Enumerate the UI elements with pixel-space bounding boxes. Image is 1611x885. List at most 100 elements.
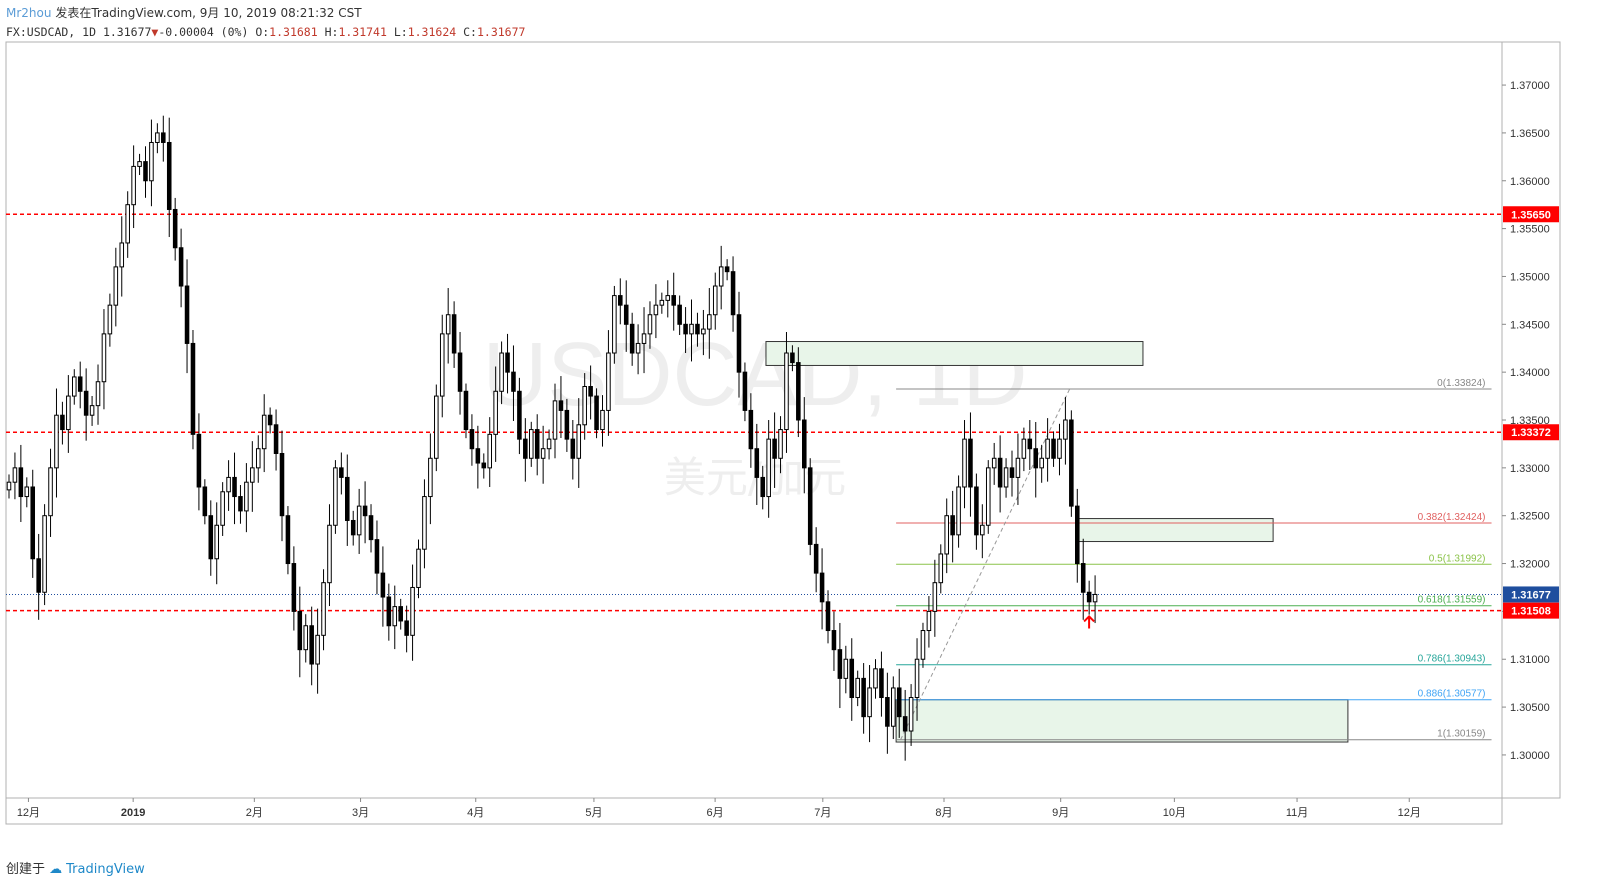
tradingview-link[interactable]: TradingView xyxy=(66,862,145,877)
candle-body xyxy=(718,266,724,287)
candle-body xyxy=(920,630,926,660)
candle-body xyxy=(855,677,860,699)
candle-body xyxy=(796,362,801,421)
time-tick-label: 10月 xyxy=(1163,807,1186,819)
candle-body xyxy=(896,687,902,718)
candle-body xyxy=(540,448,546,459)
price-change: -0.00004 (0%) xyxy=(158,25,249,39)
candle-body xyxy=(582,386,587,426)
candle-body xyxy=(974,486,979,536)
price-tick-label: 1.31000 xyxy=(1510,654,1550,666)
price-tag-label: 1.35650 xyxy=(1511,209,1551,221)
price-tag-label: 1.33372 xyxy=(1511,427,1551,439)
candle-body xyxy=(801,419,807,469)
price-tick-label: 1.33500 xyxy=(1510,415,1550,427)
candle-body xyxy=(1057,438,1062,459)
price-tick-label: 1.37000 xyxy=(1510,80,1550,92)
candle-body xyxy=(683,323,688,335)
candle-body xyxy=(238,496,243,512)
candle-body xyxy=(48,467,53,517)
candle-body xyxy=(534,429,540,459)
candle-body xyxy=(439,333,445,397)
candle-body xyxy=(790,352,795,364)
candle-body xyxy=(386,596,392,627)
candle-body xyxy=(60,414,65,431)
price-tick-label: 1.30000 xyxy=(1510,750,1550,762)
price-tag xyxy=(1503,586,1559,603)
candle-body xyxy=(837,649,843,679)
candle-body xyxy=(629,323,635,354)
candle-body xyxy=(291,563,297,612)
candle-body xyxy=(606,352,611,411)
candle-body xyxy=(190,342,196,435)
candle-body xyxy=(772,438,777,459)
price-tag xyxy=(1503,602,1559,619)
time-tick-label: 3月 xyxy=(352,807,369,819)
candle-body xyxy=(475,448,481,464)
rectangle-zones[interactable] xyxy=(765,341,1349,743)
price-tick-label: 1.30500 xyxy=(1510,702,1550,714)
candle-body xyxy=(327,524,332,584)
up-arrow-icon xyxy=(1083,615,1095,629)
price-tick-label: 1.32000 xyxy=(1510,559,1550,571)
chart-header: Mr2hou 发表在TradingView.com, 9月 10, 2019 0… xyxy=(6,5,362,21)
price-tick-label: 1.36500 xyxy=(1510,128,1550,140)
candle-body xyxy=(380,572,386,598)
fib-level-label: 0.786(1.30943) xyxy=(1418,654,1486,665)
candle-body xyxy=(701,328,706,335)
candle-body xyxy=(350,519,356,536)
candle-body xyxy=(303,625,309,651)
candle-body xyxy=(1069,419,1074,507)
zone-rectangle xyxy=(1078,518,1274,543)
candle-body xyxy=(137,161,142,167)
candle-body xyxy=(416,548,421,588)
price-axis[interactable] xyxy=(1501,41,1561,799)
price-tick-label: 1.34000 xyxy=(1510,367,1550,379)
candle-body xyxy=(297,610,303,651)
candle-body xyxy=(481,462,487,469)
candle-body xyxy=(428,457,433,498)
candle-body xyxy=(196,433,202,488)
tradingview-logo-icon: ☁ xyxy=(49,862,63,877)
candle-body xyxy=(612,295,617,354)
candle-body xyxy=(623,304,629,325)
candle-body xyxy=(677,304,682,325)
candle-body xyxy=(1080,563,1086,593)
time-axis[interactable] xyxy=(5,797,1503,825)
candle-body xyxy=(279,452,285,517)
author-link[interactable]: Mr2hou xyxy=(6,6,52,20)
candle-body xyxy=(125,204,130,244)
candle-body xyxy=(42,515,47,593)
candle-body xyxy=(445,314,451,335)
candle-body xyxy=(778,429,783,459)
candle-body xyxy=(339,467,344,478)
fib-level-label: 0.382(1.32424) xyxy=(1418,512,1486,523)
price-tag xyxy=(1503,206,1559,223)
candle-body xyxy=(77,376,83,392)
candle-body xyxy=(908,697,914,732)
candle-body xyxy=(671,295,676,306)
time-tick-label: 12月 xyxy=(1398,807,1421,819)
open-value: 1.31681 xyxy=(269,25,318,39)
candle-body xyxy=(588,386,593,397)
candle-body xyxy=(766,438,771,498)
time-tick-label: 8月 xyxy=(935,807,952,819)
candle-body xyxy=(618,295,623,306)
candle-body xyxy=(825,601,831,632)
candle-body xyxy=(552,400,558,440)
horizontal-levels[interactable] xyxy=(6,213,1502,612)
candle-body xyxy=(511,371,516,392)
price-tick-label: 1.34500 xyxy=(1510,319,1550,331)
candle-body xyxy=(214,524,219,560)
candle-body xyxy=(457,352,463,392)
candle-body xyxy=(172,208,178,249)
time-tick-label: 9月 xyxy=(1052,807,1069,819)
fib-level-label: 0.618(1.31559) xyxy=(1418,595,1486,606)
time-ticks: 12月 2019 2月 3月 4月 5月 6月 7月 8月 9月 10月 11月 12月 xyxy=(17,798,1421,819)
candle-body xyxy=(980,524,985,536)
candle-body xyxy=(374,539,380,574)
plot-area[interactable] xyxy=(5,41,1503,799)
candle-body xyxy=(107,304,113,335)
candle-body xyxy=(873,668,878,689)
